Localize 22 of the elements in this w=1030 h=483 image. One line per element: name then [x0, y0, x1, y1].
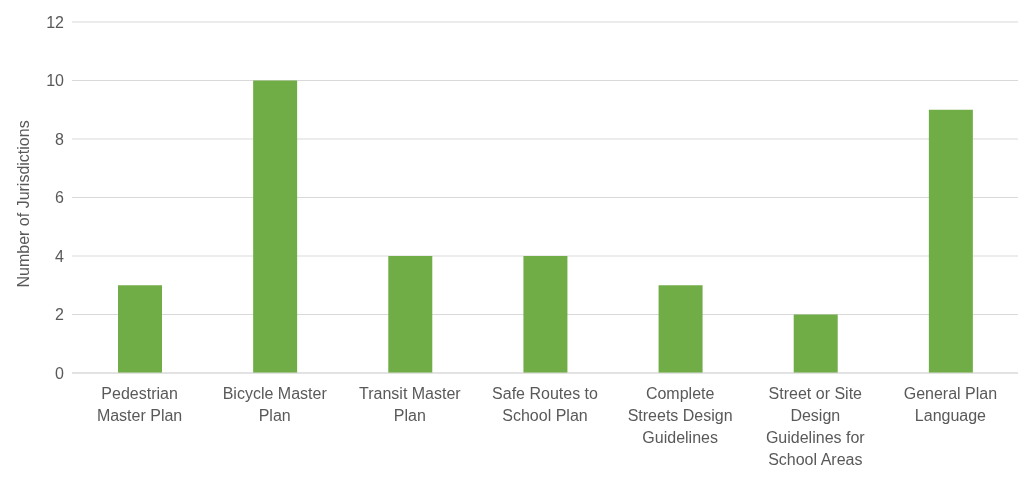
x-tick-label: Complete Streets Design Guidelines	[627, 385, 733, 446]
y-tick-label: 6	[55, 189, 65, 207]
bar	[523, 256, 568, 373]
bar	[118, 285, 162, 373]
x-tick-label: Pedestrian Master Plan	[96, 385, 183, 424]
y-tick-label: 0	[55, 364, 65, 382]
x-tick-label: Safe Routes to School Plan	[492, 385, 599, 424]
bar	[793, 314, 838, 373]
x-tick-label: Transit Master Plan	[359, 385, 462, 424]
y-axis-title: Number of Jurisdictions	[14, 120, 32, 288]
bar	[253, 80, 298, 373]
y-tick-label: 4	[55, 247, 65, 265]
x-tick-label: Street or Site Design Guidelines for School Areas	[765, 385, 866, 468]
bar	[928, 109, 973, 373]
bar	[658, 285, 703, 373]
y-tick-label: 12	[46, 13, 65, 31]
y-tick-label: 10	[46, 72, 65, 90]
bar	[388, 256, 433, 373]
y-tick-label: 2	[55, 306, 65, 324]
x-tick-label: General Plan Language	[903, 385, 998, 424]
x-tick-label: Bicycle Master Plan	[222, 385, 328, 424]
y-tick-label: 8	[55, 130, 65, 148]
